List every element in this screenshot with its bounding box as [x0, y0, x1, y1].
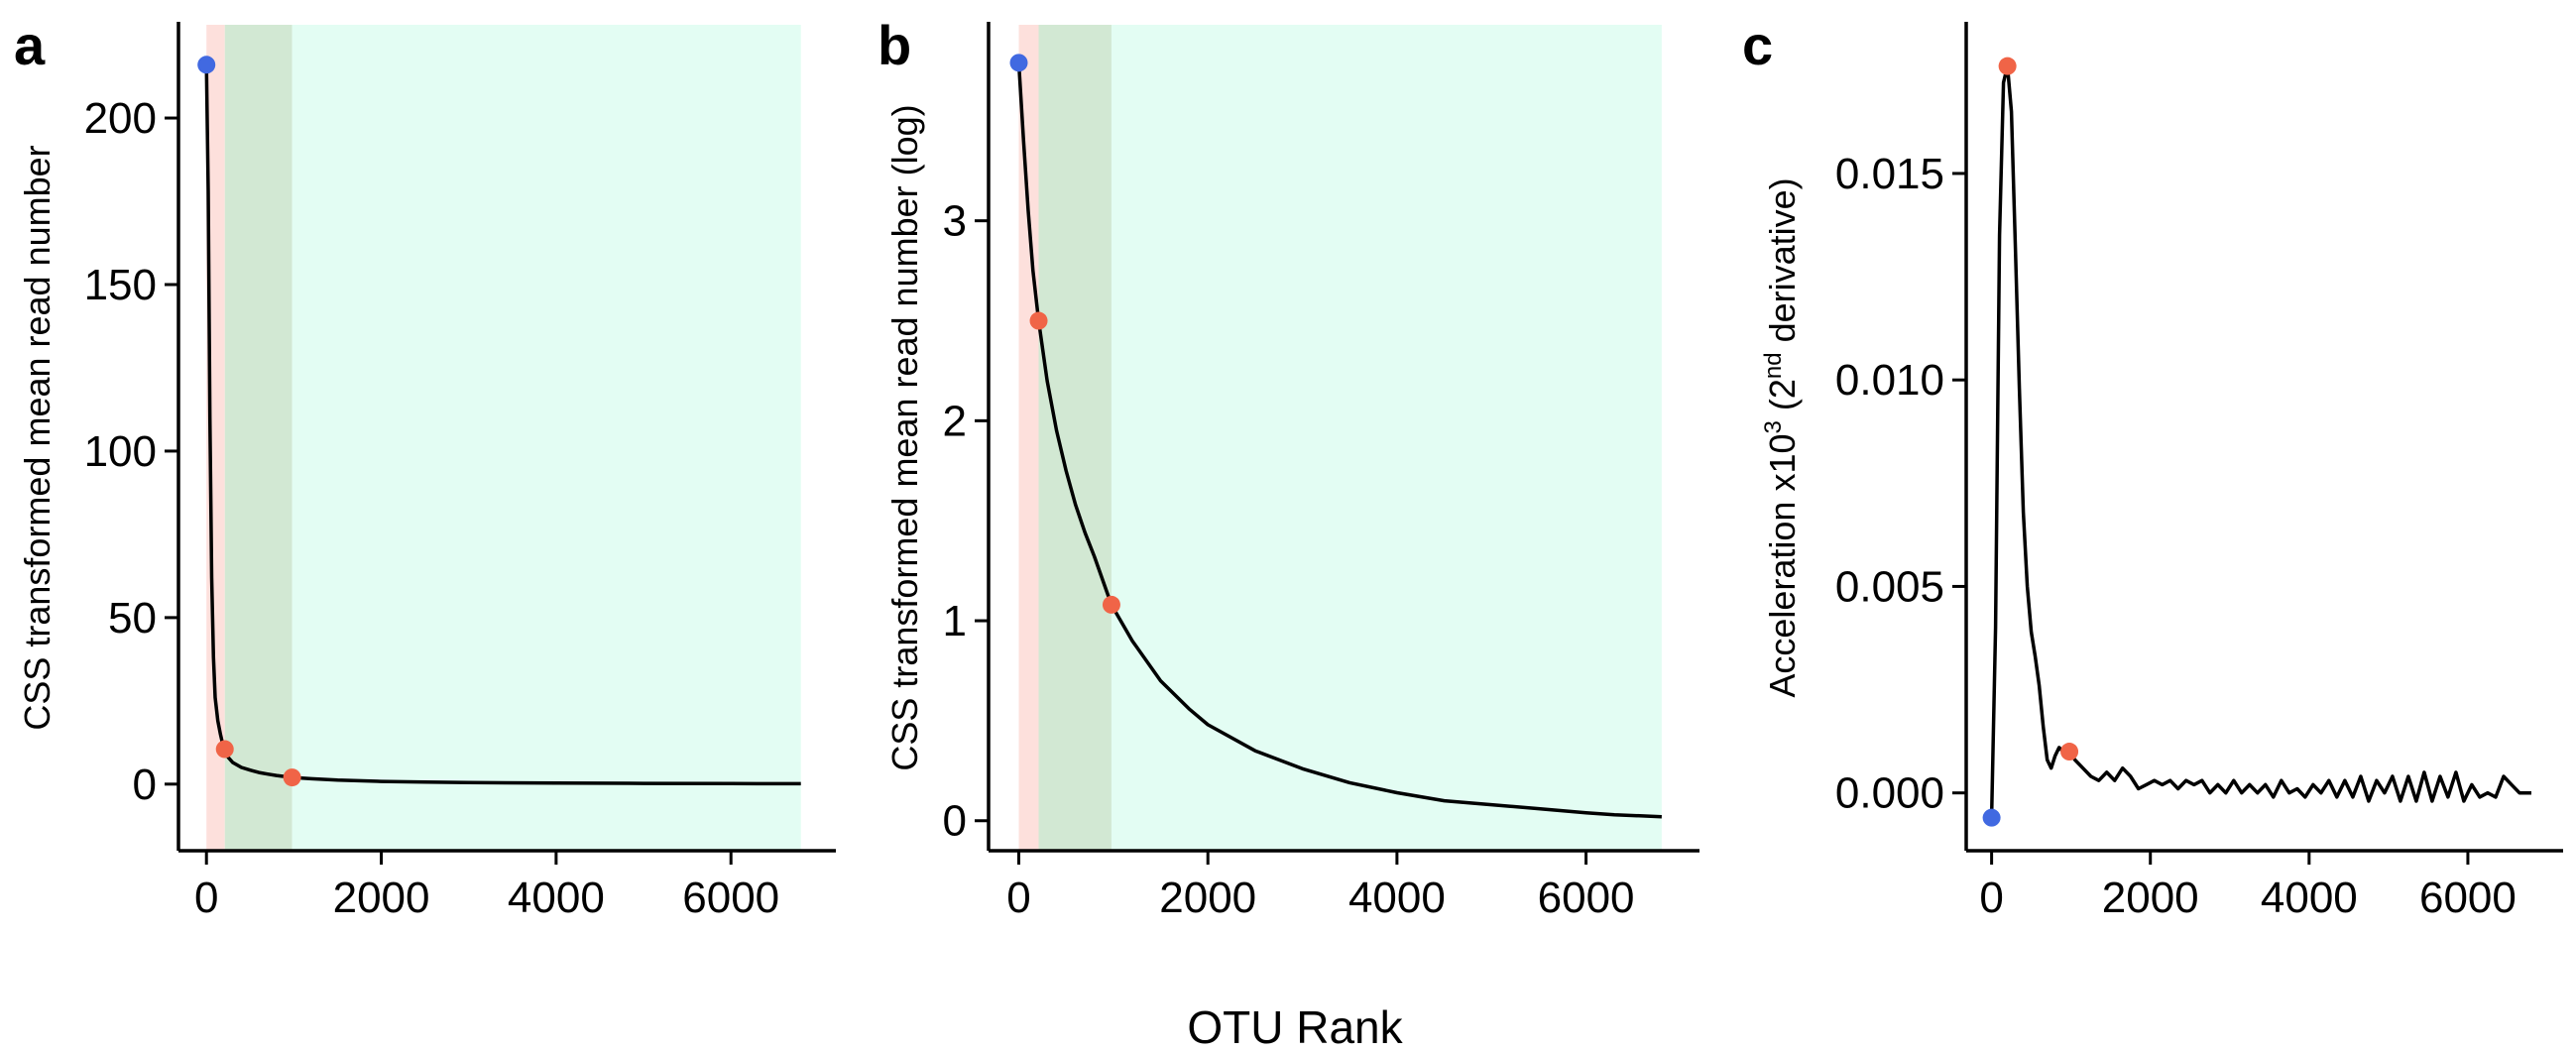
series-line	[1016, 62, 1662, 819]
x-tick-label: 0	[1979, 874, 2003, 922]
y-tick-label: 0.015	[1835, 150, 1944, 198]
x-tick-label: 0	[194, 874, 218, 922]
data-point-3	[1102, 595, 1120, 614]
x-tick-label: 6000	[1538, 874, 1635, 922]
data-point-3	[2060, 743, 2079, 761]
x-tick-label: 4000	[2261, 874, 2358, 922]
y-tick-label: 0.005	[1835, 562, 1944, 611]
data-point-2	[1029, 311, 1048, 330]
data-point-1	[197, 56, 216, 74]
x-tick-label: 6000	[2419, 874, 2517, 922]
x-tick-label: 6000	[682, 874, 779, 922]
data-point-2	[1998, 57, 2017, 75]
y-tick-label: 200	[84, 94, 157, 143]
data-point-2	[215, 740, 234, 759]
y-axis-label: Acceleration x103 (2nd derivative)	[1760, 177, 1803, 697]
x-tick-label: 2000	[333, 874, 430, 922]
band-1	[206, 25, 225, 851]
x-tick-label: 2000	[2102, 874, 2199, 922]
band-3	[292, 25, 801, 851]
panel-a: 0 2000 4000 6000 0 50 100 150 200 CSS transformed…	[14, 14, 836, 922]
y-tick-label: 150	[84, 261, 157, 309]
y-tick-label: 1	[943, 597, 967, 645]
y-tick-label: 0	[943, 797, 967, 846]
y-tick-label: 0.010	[1835, 356, 1944, 405]
band-1	[1018, 25, 1039, 851]
y-tick-label: 100	[84, 427, 157, 476]
panel-label: c	[1742, 14, 1773, 76]
y-tick-label: 3	[943, 197, 967, 246]
x-tick-label: 2000	[1159, 874, 1256, 922]
x-tick-label: 4000	[508, 874, 605, 922]
x-axis-label: OTU Rank	[1187, 1001, 1403, 1053]
panel-label: a	[14, 14, 46, 76]
data-point-1	[1982, 808, 2001, 827]
panel-c: 0 2000 4000 6000 0.000 0.005 0.010 0.015 Acceler…	[1742, 14, 2563, 922]
y-tick-label: 0	[133, 760, 157, 809]
band-2	[1038, 25, 1112, 851]
band-3	[1111, 25, 1662, 851]
y-tick-label: 0.000	[1835, 769, 1944, 818]
data-point-3	[283, 768, 301, 787]
y-axis-label: CSS transformed mean read number	[17, 145, 58, 730]
x-tick-label: 4000	[1348, 874, 1446, 922]
series-line	[1989, 63, 2531, 818]
data-point-1	[1009, 54, 1028, 72]
band-2	[224, 25, 293, 851]
y-tick-label: 2	[943, 397, 967, 445]
panel-label: b	[878, 14, 911, 76]
panel-b: 0 2000 4000 6000 0 1 2 3 CSS transformed mean re…	[878, 14, 1699, 922]
x-tick-label: 0	[1006, 874, 1030, 922]
y-tick-label: 50	[108, 594, 157, 643]
series-line	[204, 64, 801, 786]
y-axis-label: CSS transformed mean read number (log)	[884, 104, 925, 770]
